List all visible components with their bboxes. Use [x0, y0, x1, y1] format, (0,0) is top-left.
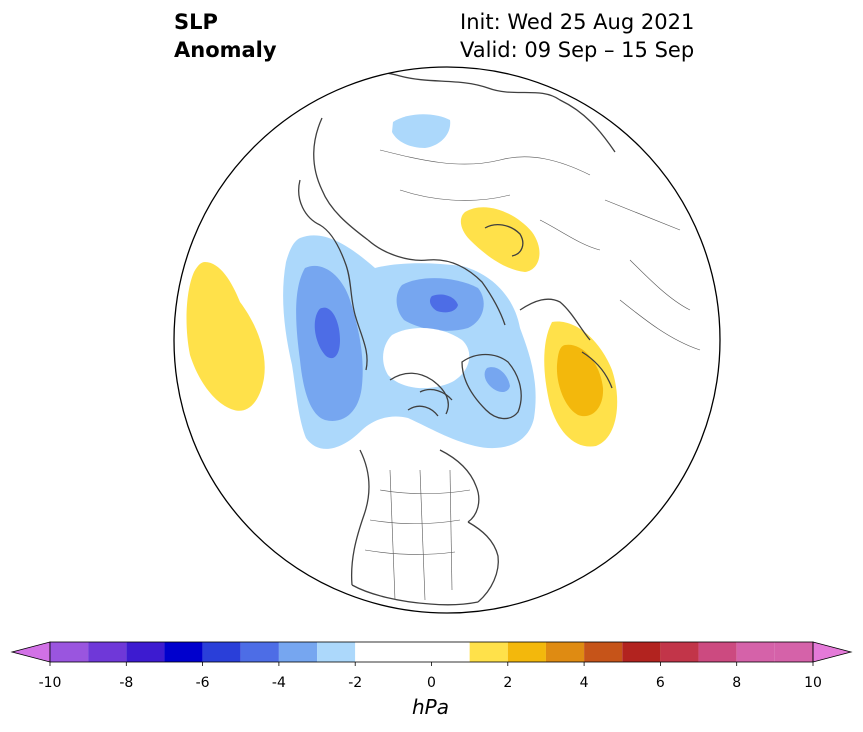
anomaly-central-asia [460, 207, 540, 272]
coastlines [298, 71, 616, 606]
colorbar-bin [393, 642, 470, 662]
colorbar-extend-low [10, 641, 51, 663]
colorbar-bin [278, 642, 318, 662]
colorbar-tick-label: -6 [195, 675, 210, 691]
colorbar-bin [126, 642, 165, 662]
polar-map [173, 66, 721, 614]
colorbar-tick-label: -10 [38, 675, 62, 691]
map-boundary [173, 66, 721, 614]
colorbar-bin [584, 642, 623, 662]
colorbar-bin [736, 642, 775, 662]
anomaly-canada-level3 [314, 307, 340, 359]
forecast-dates: Init: Wed 25 Aug 2021 Valid: 09 Sep – 15… [460, 8, 694, 64]
colorbar-bin [469, 642, 508, 662]
colorbar-bin [50, 642, 89, 662]
colorbar-bin [240, 642, 279, 662]
colorbar-tick-label: 10 [804, 675, 822, 691]
colorbar-bin [774, 642, 813, 662]
title-line-1: SLP [174, 10, 218, 34]
colorbar [10, 641, 853, 666]
colorbar-bin [545, 642, 585, 662]
colorbar-unit: hPa [412, 695, 449, 719]
colorbar-tick-label: -2 [348, 675, 363, 691]
colorbar-tick-label: 4 [579, 675, 589, 691]
borders [364, 149, 701, 601]
colorbar-tick-label: 6 [655, 675, 665, 691]
neutral-arctic [383, 328, 470, 389]
map-title: SLP Anomaly [174, 8, 277, 64]
colorbar-bin [164, 642, 203, 662]
anomaly-north-pacific [186, 262, 265, 411]
colorbar-bin [355, 642, 394, 662]
colorbar-tick-label: -8 [119, 675, 134, 691]
colorbar-bin [317, 642, 356, 662]
valid-period: Valid: 09 Sep – 15 Sep [460, 38, 695, 62]
colorbar-tick-label: 2 [503, 675, 513, 691]
title-line-2: Anomaly [174, 38, 277, 62]
colorbar-tick-label: 0 [427, 675, 436, 691]
colorbar-bin [507, 642, 546, 662]
colorbar-bin [622, 642, 661, 662]
colorbar-tick-label: 8 [732, 675, 742, 691]
colorbar-bin [88, 642, 127, 662]
anomaly-greenland-level2 [484, 367, 510, 392]
colorbar-bin [660, 642, 699, 662]
colorbar-bin [698, 642, 737, 662]
init-date: Init: Wed 25 Aug 2021 [460, 10, 695, 34]
anomaly-siberia-level3 [429, 294, 458, 313]
colorbar-extend-high [812, 641, 853, 663]
colorbar-tick-label: -4 [271, 675, 286, 691]
anomaly-europe-level2 [556, 344, 604, 417]
anomaly-east-asia [392, 114, 451, 148]
colorbar-bin [202, 642, 241, 662]
